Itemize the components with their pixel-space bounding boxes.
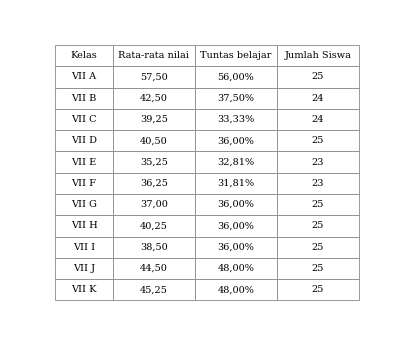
Bar	[277, 173, 359, 194]
Bar	[195, 279, 277, 300]
Text: 36,00%: 36,00%	[217, 221, 255, 231]
Text: 32,81%: 32,81%	[217, 158, 255, 167]
Bar	[113, 279, 195, 300]
Text: 37,00: 37,00	[140, 200, 168, 209]
Text: 57,50: 57,50	[140, 73, 168, 81]
Text: 36,00%: 36,00%	[217, 200, 255, 209]
Text: VII C: VII C	[71, 115, 97, 124]
Text: Tuntas belajar: Tuntas belajar	[200, 51, 271, 60]
Text: VII A: VII A	[72, 73, 97, 81]
Text: 42,50: 42,50	[140, 94, 168, 103]
Text: VII I: VII I	[73, 243, 95, 252]
Text: 25: 25	[312, 264, 324, 273]
Text: 25: 25	[312, 136, 324, 145]
Bar	[55, 279, 113, 300]
Text: VII E: VII E	[72, 158, 97, 167]
Text: VII J: VII J	[73, 264, 95, 273]
Text: 45,25: 45,25	[140, 285, 168, 294]
Bar	[55, 258, 113, 279]
Text: VII F: VII F	[72, 179, 97, 188]
Bar	[113, 66, 195, 88]
Bar	[113, 45, 195, 66]
Bar	[195, 237, 277, 258]
Bar	[195, 194, 277, 215]
Text: VII H: VII H	[71, 221, 97, 231]
Bar	[55, 88, 113, 109]
Text: 37,50%: 37,50%	[217, 94, 255, 103]
Text: 56,00%: 56,00%	[217, 73, 254, 81]
Text: Kelas: Kelas	[71, 51, 97, 60]
Text: 36,00%: 36,00%	[217, 243, 255, 252]
Bar	[55, 66, 113, 88]
Text: VII G: VII G	[71, 200, 97, 209]
Bar	[113, 109, 195, 130]
Text: VII D: VII D	[71, 136, 97, 145]
Text: 33,33%: 33,33%	[217, 115, 255, 124]
Bar	[277, 152, 359, 173]
Bar	[277, 88, 359, 109]
Bar	[277, 215, 359, 237]
Text: 24: 24	[311, 115, 324, 124]
Bar	[195, 173, 277, 194]
Text: 39,25: 39,25	[140, 115, 168, 124]
Text: 25: 25	[312, 243, 324, 252]
Text: 44,50: 44,50	[140, 264, 168, 273]
Bar	[277, 279, 359, 300]
Text: 40,25: 40,25	[140, 221, 168, 231]
Bar	[113, 215, 195, 237]
Bar	[277, 130, 359, 152]
Text: 48,00%: 48,00%	[217, 285, 255, 294]
Bar	[195, 258, 277, 279]
Text: 23: 23	[311, 179, 324, 188]
Bar	[55, 237, 113, 258]
Text: 23: 23	[311, 158, 324, 167]
Bar	[277, 66, 359, 88]
Bar	[113, 194, 195, 215]
Bar	[277, 45, 359, 66]
Text: 48,00%: 48,00%	[217, 264, 255, 273]
Bar	[195, 88, 277, 109]
Bar	[55, 194, 113, 215]
Bar	[277, 109, 359, 130]
Text: 25: 25	[312, 221, 324, 231]
Text: 25: 25	[312, 285, 324, 294]
Text: 40,50: 40,50	[140, 136, 168, 145]
Bar	[195, 109, 277, 130]
Text: VII K: VII K	[71, 285, 97, 294]
Bar	[195, 152, 277, 173]
Bar	[195, 130, 277, 152]
Bar	[55, 152, 113, 173]
Bar	[277, 258, 359, 279]
Bar	[113, 237, 195, 258]
Bar	[55, 173, 113, 194]
Bar	[277, 237, 359, 258]
Bar	[277, 194, 359, 215]
Bar	[55, 130, 113, 152]
Bar	[55, 109, 113, 130]
Bar	[113, 152, 195, 173]
Text: 25: 25	[312, 200, 324, 209]
Bar	[55, 215, 113, 237]
Text: VII B: VII B	[72, 94, 97, 103]
Text: 24: 24	[311, 94, 324, 103]
Text: 38,50: 38,50	[140, 243, 168, 252]
Text: Rata-rata nilai: Rata-rata nilai	[118, 51, 189, 60]
Bar	[195, 66, 277, 88]
Bar	[113, 88, 195, 109]
Bar	[195, 215, 277, 237]
Bar	[195, 45, 277, 66]
Text: 31,81%: 31,81%	[217, 179, 255, 188]
Bar	[55, 45, 113, 66]
Bar	[113, 258, 195, 279]
Text: Jumlah Siswa: Jumlah Siswa	[284, 51, 351, 60]
Bar	[113, 130, 195, 152]
Text: 36,00%: 36,00%	[217, 136, 255, 145]
Bar	[113, 173, 195, 194]
Text: 35,25: 35,25	[140, 158, 168, 167]
Text: 25: 25	[312, 73, 324, 81]
Text: 36,25: 36,25	[140, 179, 168, 188]
